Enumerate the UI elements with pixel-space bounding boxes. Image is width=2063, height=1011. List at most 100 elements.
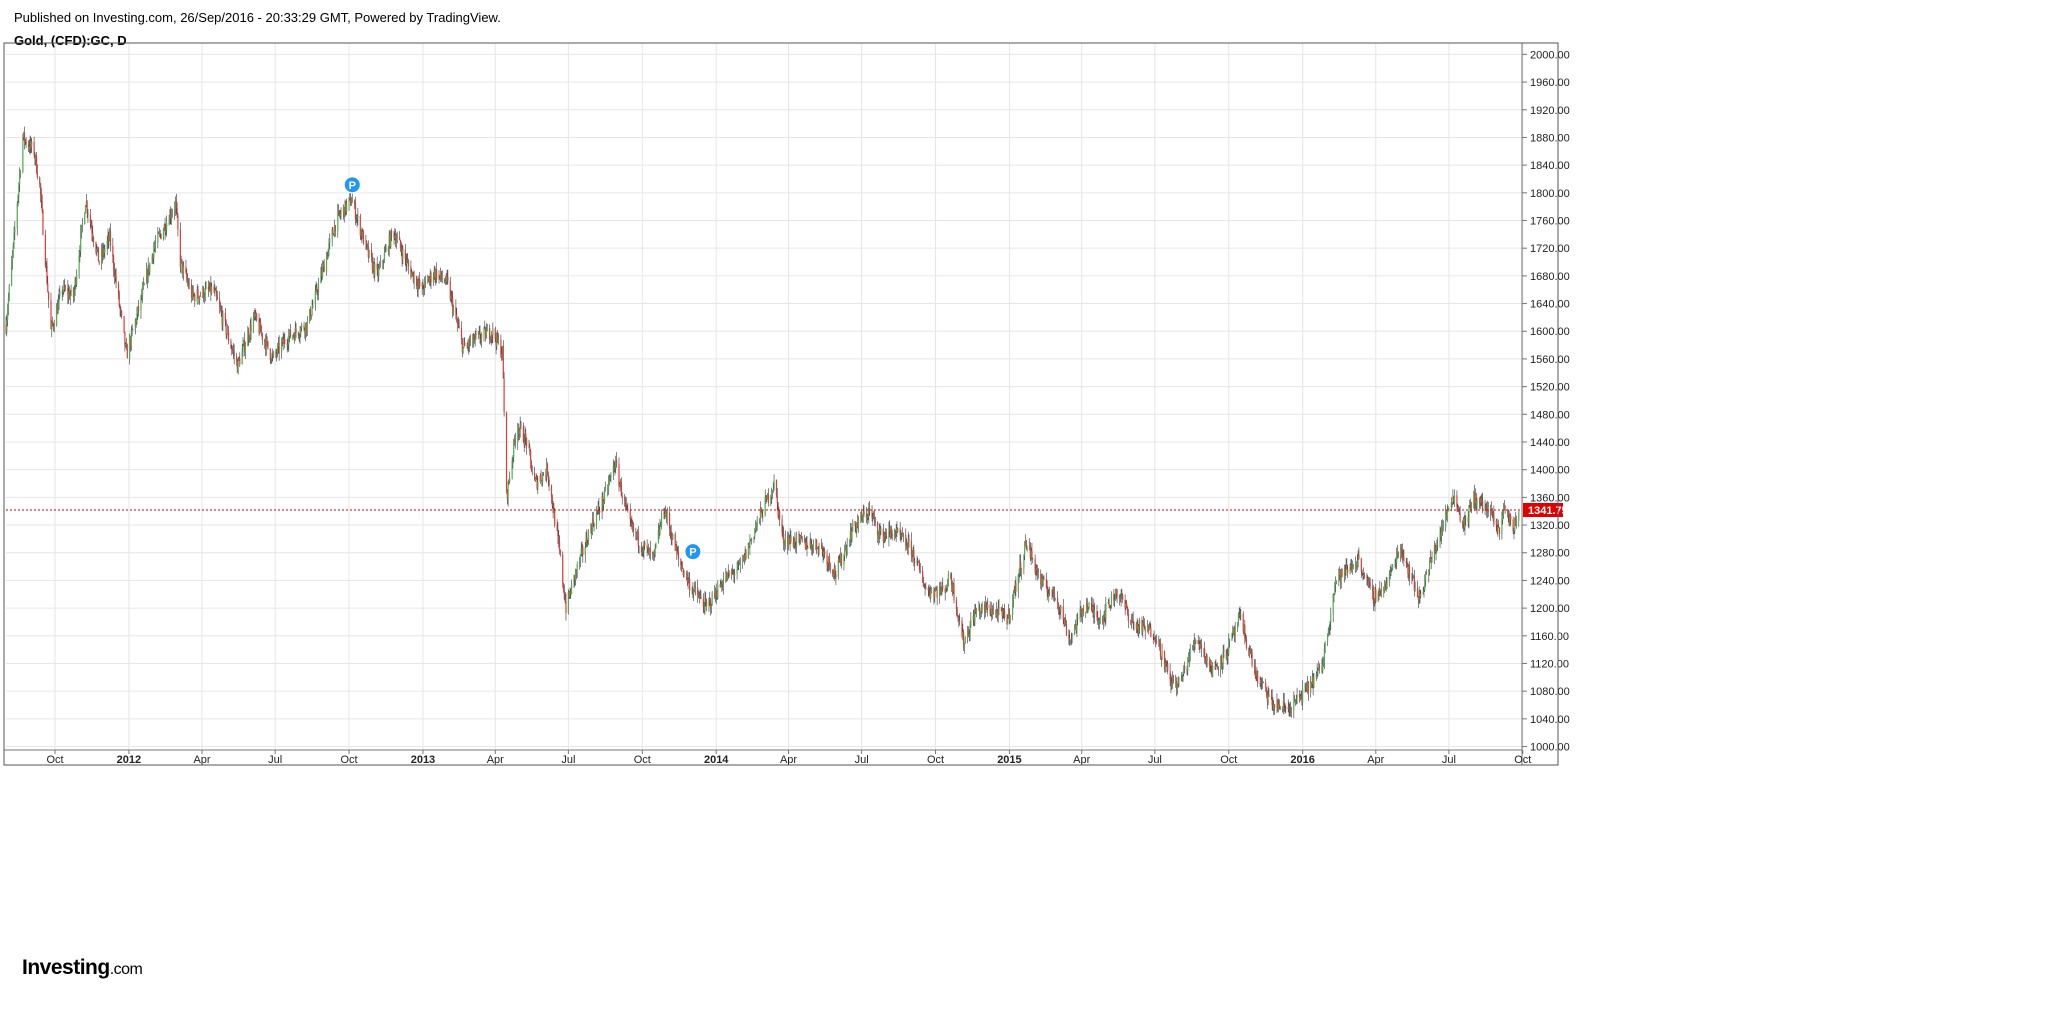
candle-up: [1349, 567, 1351, 573]
candle-down: [782, 532, 784, 534]
candle-down: [1217, 667, 1219, 670]
candle-down: [542, 473, 545, 476]
candle-down: [1430, 557, 1432, 563]
candle-down: [1265, 687, 1268, 696]
candle-down: [552, 505, 554, 513]
candle-down: [117, 283, 120, 294]
candle-down: [681, 565, 683, 568]
candle-down: [503, 378, 505, 413]
candle-up: [1356, 560, 1358, 569]
candle-down: [565, 601, 567, 614]
candle-up: [1389, 570, 1391, 574]
candle-up: [615, 459, 617, 468]
candle-up: [463, 342, 465, 348]
candle-down: [820, 545, 823, 547]
candle-down: [1383, 587, 1385, 591]
candle-up: [11, 261, 13, 286]
candle-down: [367, 246, 369, 258]
candle-up: [972, 615, 974, 620]
candle-up: [423, 279, 426, 291]
candle-up: [474, 333, 476, 340]
candle-down: [599, 511, 601, 513]
candle-up: [762, 516, 764, 518]
candle-up: [309, 309, 311, 322]
y-tick-label: 1320.00: [1530, 520, 1570, 532]
candle-down: [925, 586, 927, 588]
candle-up: [1092, 606, 1094, 611]
candle-down: [689, 578, 691, 591]
candle-down: [1102, 617, 1104, 623]
candle-up: [199, 296, 201, 300]
candle-up: [191, 289, 193, 299]
candle-up: [322, 263, 324, 268]
candle-down: [529, 447, 531, 452]
candle-up: [1018, 573, 1020, 575]
candle-up: [1509, 515, 1511, 526]
candle-up: [7, 310, 9, 321]
candle-up: [992, 610, 994, 614]
candle-down: [1456, 495, 1458, 507]
candle-up: [1452, 496, 1454, 504]
candle-up: [147, 265, 149, 281]
candle-down: [146, 270, 148, 281]
candle-up: [73, 289, 75, 298]
candle-up: [653, 549, 655, 555]
candle-down: [395, 236, 397, 244]
x-tick-label: Oct: [1220, 754, 1237, 766]
candle-up: [1447, 509, 1449, 511]
candle-up: [685, 573, 688, 574]
candle-down: [275, 352, 277, 354]
candle-up: [288, 329, 291, 336]
candle-up: [163, 224, 165, 231]
candle-down: [821, 546, 823, 550]
candle-down: [669, 513, 671, 529]
candle-down: [1141, 620, 1143, 632]
candle-up: [1317, 669, 1319, 671]
candle-up: [704, 598, 706, 612]
candle-up: [170, 215, 173, 219]
candle-up: [209, 283, 211, 290]
candle-down: [282, 338, 284, 344]
candle-up: [946, 587, 948, 589]
candle-down: [856, 522, 859, 527]
candle-up: [1052, 586, 1054, 591]
candle-up: [657, 530, 659, 543]
candle-up: [57, 301, 59, 314]
candle-down: [1259, 683, 1261, 684]
candle-up: [396, 237, 398, 241]
candle-up: [1480, 497, 1482, 503]
candle-up: [1484, 505, 1486, 510]
candle-down: [1417, 597, 1419, 600]
candle-down: [1272, 705, 1274, 710]
candle-down: [1507, 509, 1509, 516]
candle-down: [575, 570, 578, 572]
candle-up: [1428, 570, 1430, 575]
candle-up: [390, 230, 392, 247]
x-tick-label: Apr: [487, 754, 504, 766]
candle-down: [1144, 628, 1146, 632]
candle-up: [310, 315, 312, 319]
candle-down: [126, 348, 128, 359]
candle-down: [1321, 666, 1323, 672]
candle-down: [936, 590, 938, 598]
candle-up: [671, 538, 673, 540]
candle-up: [603, 500, 605, 505]
y-tick-label: 1920.00: [1530, 105, 1570, 117]
candle-up: [666, 513, 668, 520]
candle-down: [636, 532, 638, 537]
candle-up: [1270, 696, 1272, 698]
candle-up: [1453, 495, 1456, 502]
candle-up: [614, 467, 616, 470]
candle-down: [1187, 660, 1190, 663]
candle-down: [1318, 665, 1321, 667]
candle-up: [664, 511, 667, 517]
candle-down: [297, 332, 300, 336]
candle-up: [12, 243, 14, 254]
candle-down: [914, 561, 916, 564]
candle-down: [343, 207, 345, 217]
candle-down: [267, 341, 269, 349]
candle-up: [80, 232, 82, 252]
candle-down: [536, 476, 538, 489]
candle-down: [317, 292, 319, 294]
